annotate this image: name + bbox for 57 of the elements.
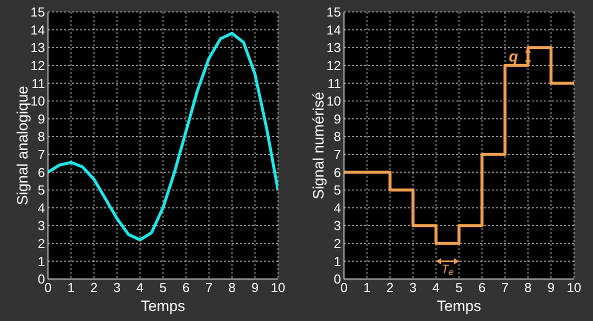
x-tick-label: 2 bbox=[386, 280, 394, 296]
y-tick-label: 5 bbox=[38, 182, 45, 198]
y-tick-label: 10 bbox=[326, 94, 341, 109]
x-axis-title: Temps bbox=[140, 298, 186, 315]
x-tick-label: 1 bbox=[363, 280, 371, 296]
y-tick-label: 7 bbox=[38, 147, 45, 162]
x-tick-label: 10 bbox=[270, 280, 286, 296]
x-tick-label: 1 bbox=[67, 280, 75, 296]
y-tick-label: 1 bbox=[334, 254, 341, 269]
y-tick-label: 13 bbox=[326, 40, 341, 56]
y-tick-label: 12 bbox=[30, 58, 45, 74]
x-tick-label: 2 bbox=[90, 280, 98, 296]
y-tick-label: 3 bbox=[38, 218, 45, 234]
y-tick-label: 2 bbox=[334, 236, 341, 252]
x-tick-label: 5 bbox=[455, 280, 463, 296]
y-tick-label: 2 bbox=[38, 236, 45, 252]
x-tick-label: 4 bbox=[432, 280, 440, 296]
x-tick-label: 9 bbox=[547, 280, 555, 296]
y-tick-label: 8 bbox=[38, 129, 45, 144]
x-tick-label: 8 bbox=[228, 280, 236, 296]
x-tick-label: 3 bbox=[409, 280, 417, 296]
y-tick-label: 4 bbox=[334, 200, 341, 216]
y-tick-label: 3 bbox=[334, 218, 341, 234]
y-tick-label: 15 bbox=[30, 4, 45, 20]
x-tick-label: 6 bbox=[182, 280, 190, 296]
line-series bbox=[48, 32, 278, 242]
x-tick-label: 5 bbox=[159, 280, 167, 296]
x-axis-title: Temps bbox=[436, 298, 482, 315]
y-tick-label: 13 bbox=[30, 40, 45, 56]
y-tick-label: 10 bbox=[30, 94, 45, 109]
y-tick-label: 12 bbox=[326, 58, 341, 74]
y-tick-label: 1 bbox=[38, 254, 45, 269]
annotation: T$_{e}$ bbox=[441, 262, 454, 278]
y-tick-label: 9 bbox=[38, 111, 45, 126]
y-tick-label: 14 bbox=[326, 22, 341, 38]
annotation: q bbox=[508, 48, 518, 66]
y-tick-label: 11 bbox=[32, 76, 45, 91]
y-tick-label: 14 bbox=[30, 22, 45, 38]
y-tick-label: 7 bbox=[334, 147, 341, 162]
y-tick-label: 6 bbox=[38, 164, 45, 180]
x-tick-label: 9 bbox=[251, 280, 259, 296]
y-tick-label: 11 bbox=[328, 76, 341, 91]
x-tick-label: 4 bbox=[136, 280, 144, 296]
x-tick-label: 10 bbox=[566, 280, 582, 296]
x-tick-label: 8 bbox=[524, 280, 532, 296]
y-axis-title: Signal numérisé bbox=[310, 92, 328, 200]
x-tick-label: 7 bbox=[501, 280, 509, 296]
x-tick-label: 7 bbox=[205, 280, 213, 296]
y-tick-label: 9 bbox=[334, 111, 341, 126]
y-axis-title: Signal analogique bbox=[14, 86, 32, 206]
y-tick-label: 5 bbox=[334, 182, 341, 198]
y-tick-label: 4 bbox=[38, 200, 45, 216]
x-tick-label: 3 bbox=[113, 280, 121, 296]
y-tick-label: 8 bbox=[334, 129, 341, 144]
y-tick-label: 6 bbox=[334, 164, 341, 180]
y-tick-label: 15 bbox=[326, 4, 341, 20]
x-tick-label: 6 bbox=[478, 280, 486, 296]
